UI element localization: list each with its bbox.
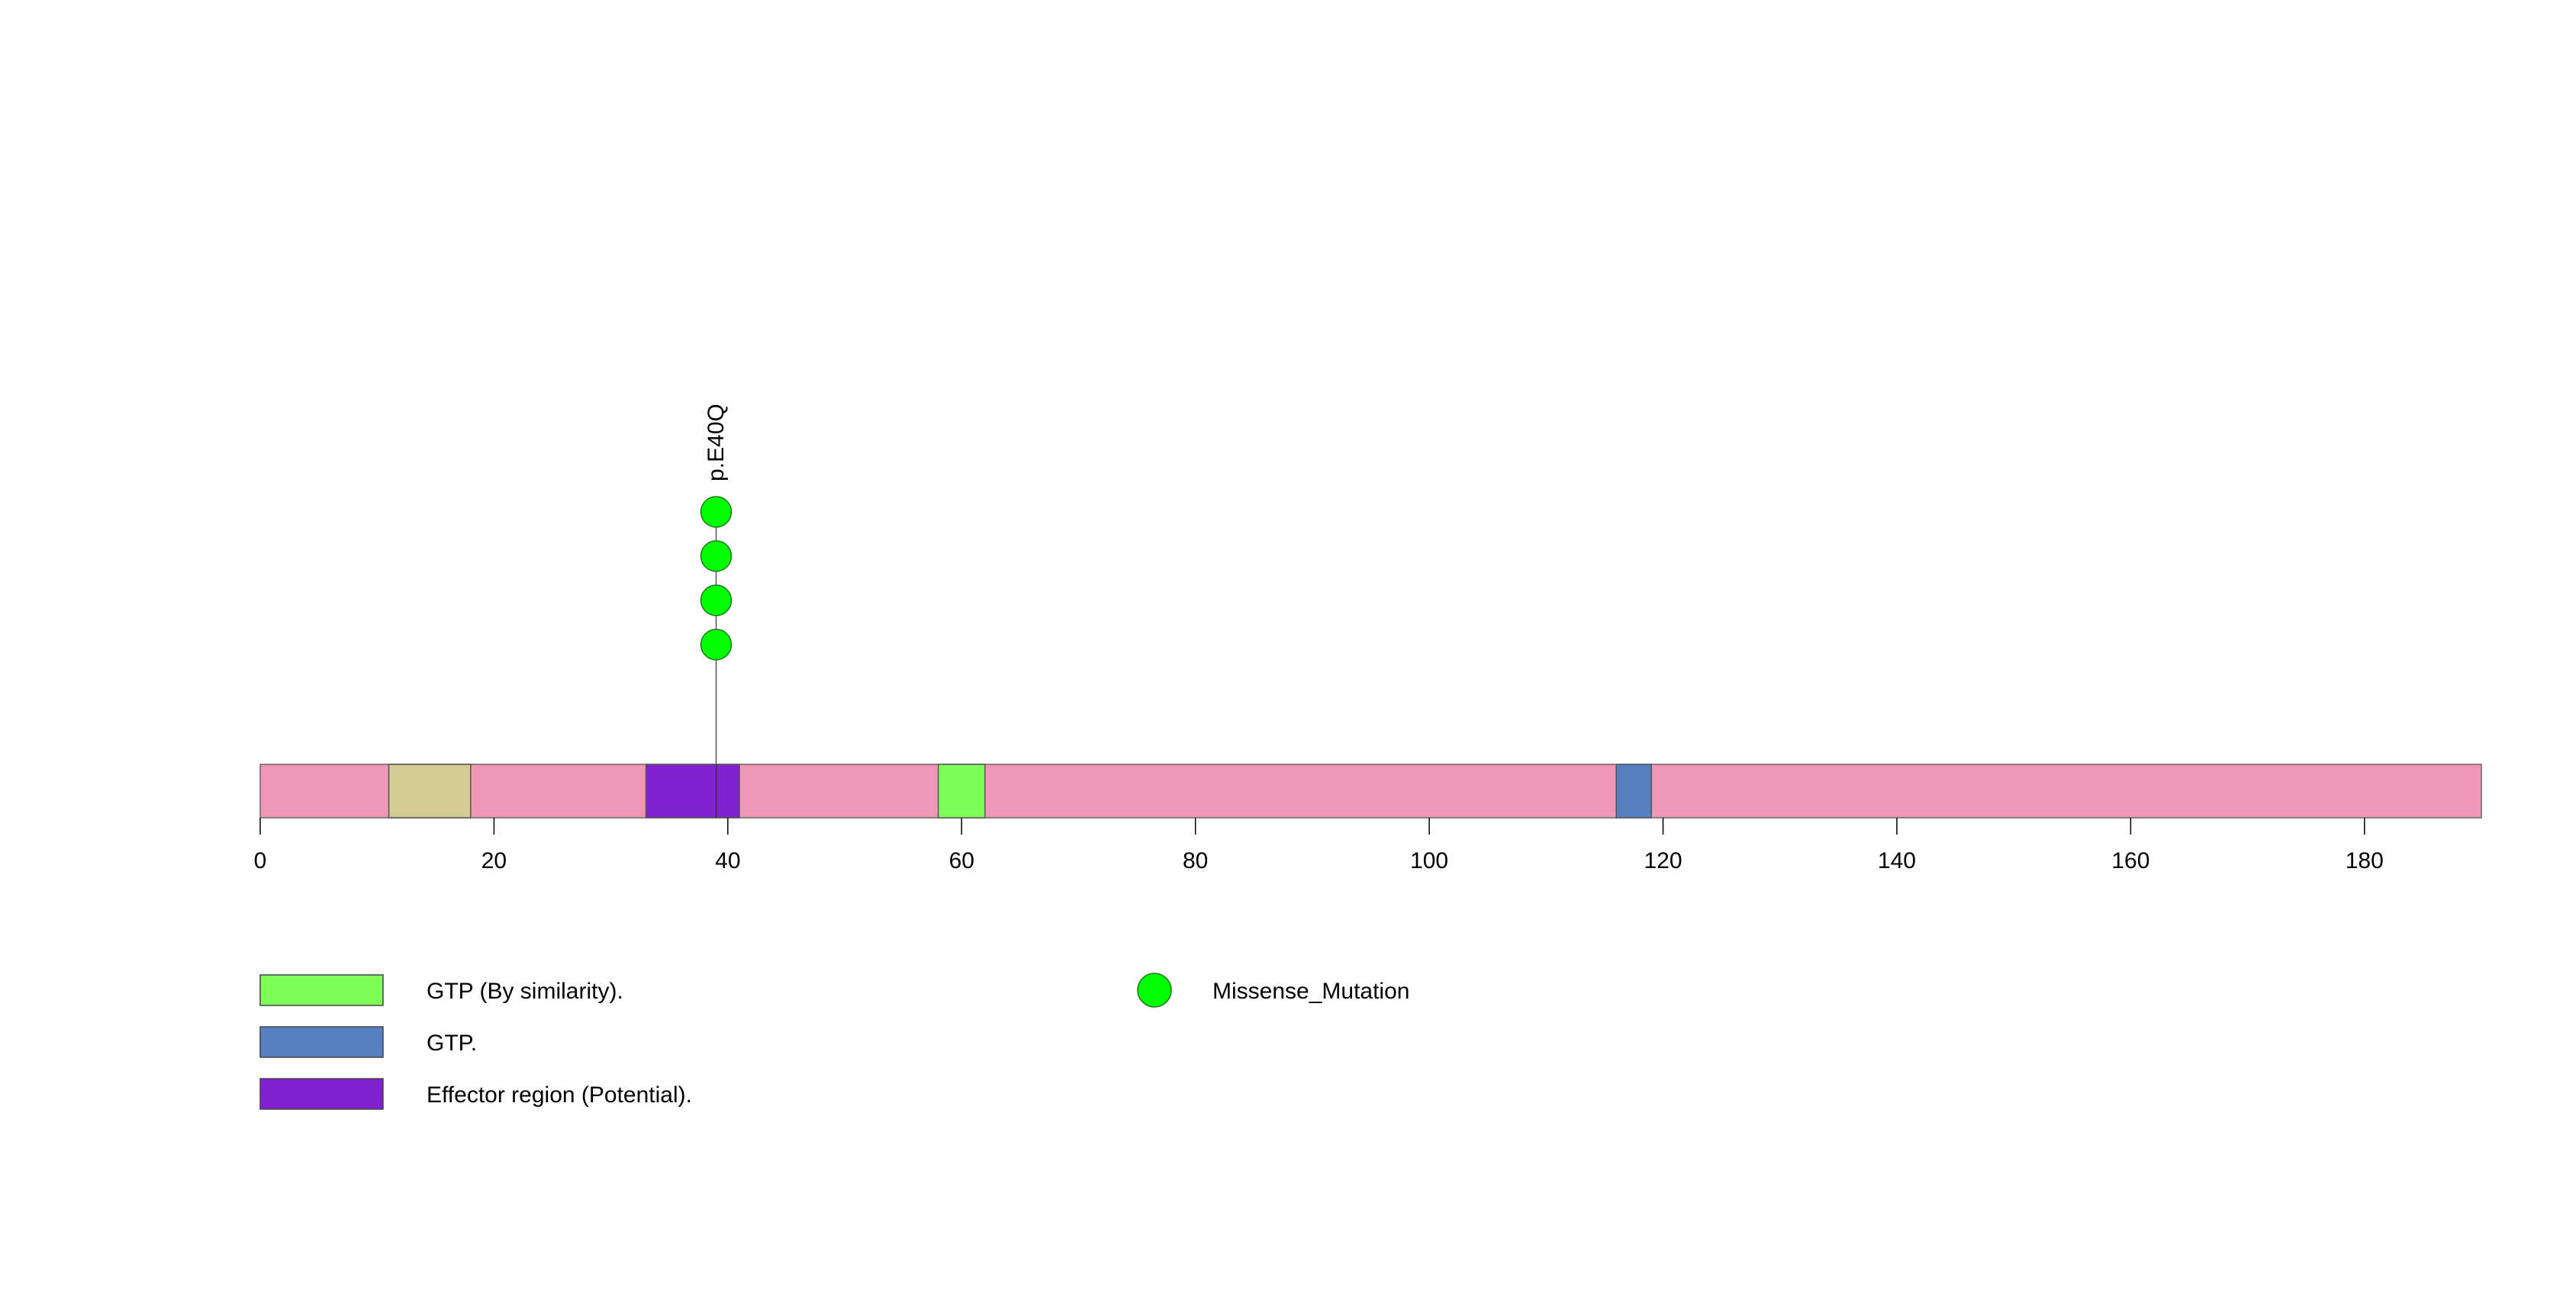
x-tick-label: 60 [949,848,974,873]
x-tick-label: 120 [1644,848,1682,873]
mutation-dot [700,584,733,616]
x-tick-label: 80 [1183,848,1208,873]
legend-swatch [259,974,384,1006]
x-tick-label: 140 [1878,848,1916,873]
x-tick-label: 180 [2346,848,2384,873]
x-tick-label: 100 [1410,848,1448,873]
domain-block [1615,764,1652,819]
domain-block [645,764,740,819]
legend-mutation-label: Missense_Mutation [1212,979,1409,1004]
legend-label: GTP (By similarity). [427,979,623,1004]
mutation-dot [700,629,733,661]
domain-block [937,764,986,819]
legend-swatch [259,1078,384,1110]
protein-backbone [259,764,2482,819]
mutation-dot [700,540,733,572]
legend-label: Effector region (Potential). [427,1082,692,1108]
x-tick-label: 0 [254,848,267,873]
legend-label: GTP. [427,1031,477,1056]
x-tick-label: 20 [481,848,507,873]
domain-block [388,764,472,819]
mutation-label: p.E40Q [704,404,729,481]
x-tick-label: 160 [2111,848,2149,873]
mutation-dot [700,496,733,528]
legend-mutation-dot [1137,973,1172,1008]
x-tick-label: 40 [715,848,740,873]
legend-swatch [259,1026,384,1058]
